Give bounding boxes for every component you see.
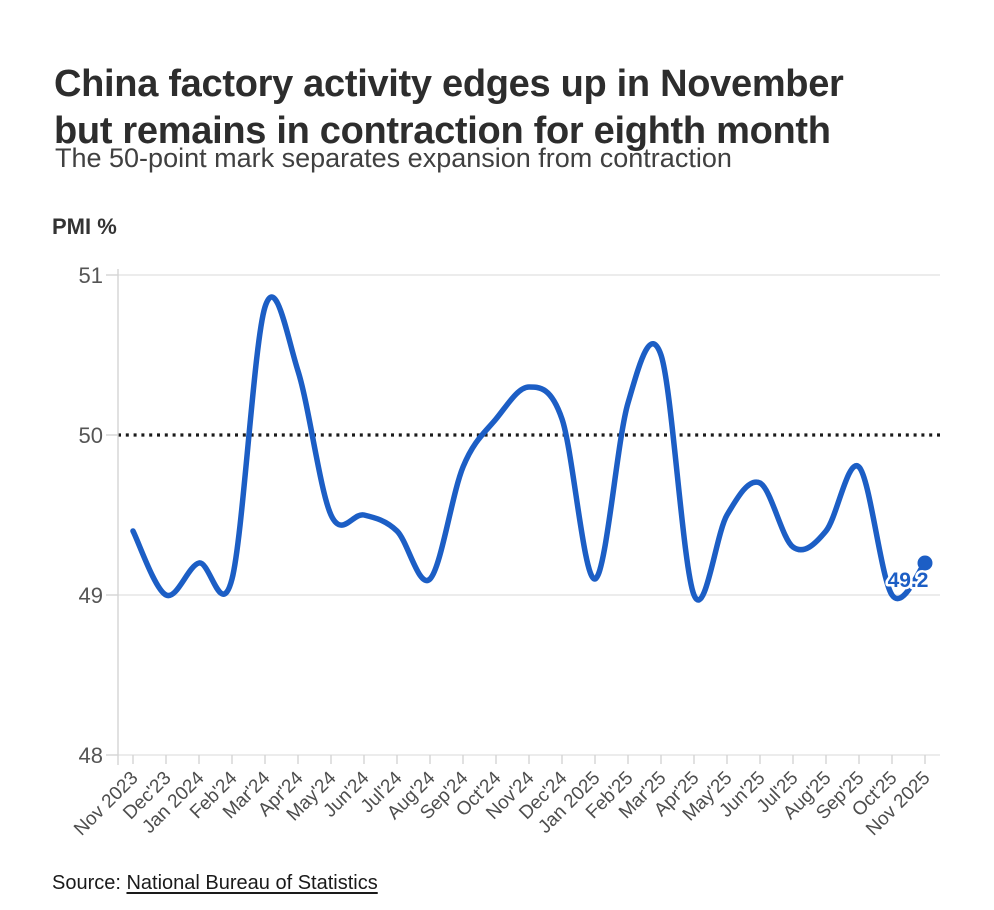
page-title-line2: but remains in contraction for eighth mo… [54,109,831,152]
pmi-line [130,294,928,603]
source-line: Source: National Bureau of Statistics [52,872,378,895]
y-tick-label: 48 [79,743,103,768]
y-tick-label: 49 [79,583,103,608]
last-point-marker [917,555,933,571]
last-value-label: 49.2 [888,569,929,592]
page-title: China factory activity edges up in Novem… [54,61,966,154]
page-title-line1: China factory activity edges up in Novem… [54,63,844,106]
y-axis-unit-label: PMI % [52,214,117,239]
chart-subtitle: The 50-point mark separates expansion fr… [55,143,732,173]
source-link[interactable]: National Bureau of Statistics [126,872,378,894]
y-tick-label: 50 [79,423,103,448]
source-prefix: Source: [52,872,127,894]
y-tick-label: 51 [79,263,103,288]
